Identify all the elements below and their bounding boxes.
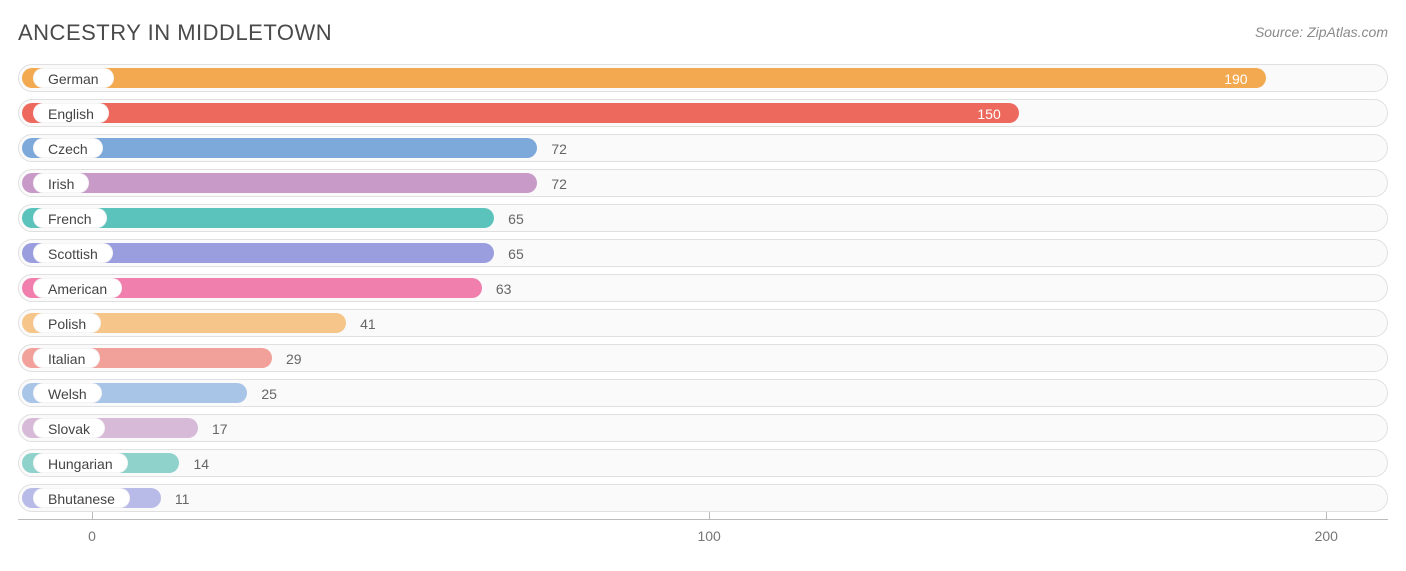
bar-row: English 150 [18,99,1388,127]
bar-value: 72 [541,170,577,198]
bar-value: 63 [486,275,522,303]
bar-value: 11 [165,485,200,513]
bar-label: English [33,103,109,123]
bar-label: Welsh [33,383,102,403]
bar-value: 29 [276,345,312,373]
bar-label: Hungarian [33,453,128,473]
bar-value: 72 [541,135,577,163]
bar-row: Irish 72 [18,169,1388,197]
bar-row: Hungarian 14 [18,449,1388,477]
axis-tick [1326,512,1327,520]
bar-label: Scottish [33,243,113,263]
bar-row: American 63 [18,274,1388,302]
bar-value: 25 [251,380,287,408]
bar-value: 190 [1214,65,1257,93]
axis-tick-label: 100 [697,528,720,544]
bar-row: French 65 [18,204,1388,232]
bar-row: Polish 41 [18,309,1388,337]
bar-row: Welsh 25 [18,379,1388,407]
chart-header: ANCESTRY IN MIDDLETOWN Source: ZipAtlas.… [18,20,1388,46]
bar-fill [22,173,537,193]
bar-fill [22,68,1266,88]
bar-value: 14 [183,450,219,478]
bar-row: Bhutanese 11 [18,484,1388,512]
bar-label: Slovak [33,418,105,438]
bar-value: 150 [967,100,1010,128]
bars-group: German 190 English 150 Czech 72 Irish 72 French 6… [18,64,1388,512]
chart-source: Source: ZipAtlas.com [1255,24,1388,40]
axis-tick [92,512,93,520]
bar-label: Bhutanese [33,488,130,508]
bar-label: French [33,208,107,228]
bar-value: 41 [350,310,386,338]
bar-row: Scottish 65 [18,239,1388,267]
plot-area: German 190 English 150 Czech 72 Irish 72 French 6… [18,64,1388,559]
x-axis: 0 100 200 [18,519,1388,559]
bar-row: German 190 [18,64,1388,92]
bar-label: Italian [33,348,100,368]
bar-label: German [33,68,114,88]
bar-row: Czech 72 [18,134,1388,162]
bar-fill [22,103,1019,123]
bar-label: Irish [33,173,89,193]
chart-title: ANCESTRY IN MIDDLETOWN [18,20,332,46]
bar-row: Slovak 17 [18,414,1388,442]
bar-label: Czech [33,138,103,158]
bar-label: American [33,278,122,298]
bar-value: 17 [202,415,238,443]
bar-value: 65 [498,240,534,268]
bar-row: Italian 29 [18,344,1388,372]
axis-tick [709,512,710,520]
bar-value: 65 [498,205,534,233]
chart-container: ANCESTRY IN MIDDLETOWN Source: ZipAtlas.… [0,0,1406,571]
axis-tick-label: 0 [88,528,96,544]
axis-tick-label: 200 [1315,528,1338,544]
bar-label: Polish [33,313,101,333]
